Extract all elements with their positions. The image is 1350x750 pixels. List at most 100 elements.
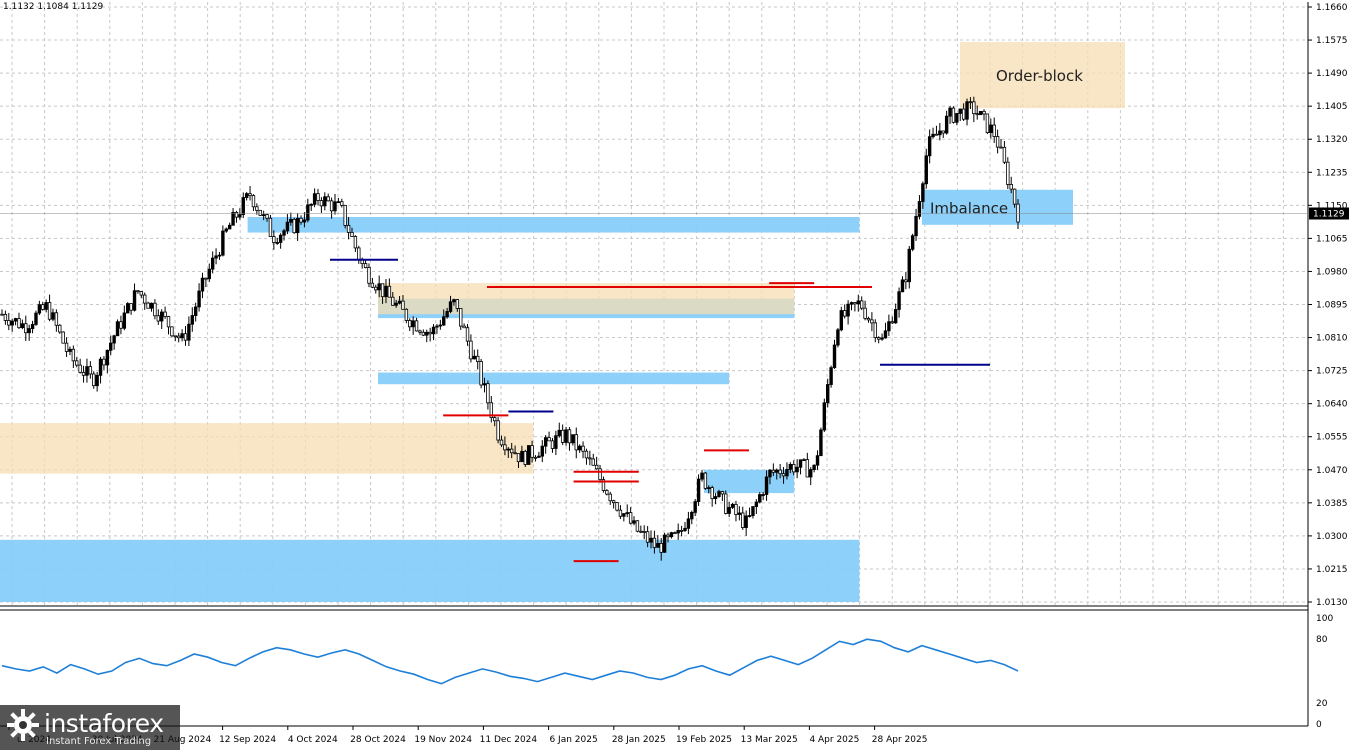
price-tick-label: 1.0640 (1316, 400, 1348, 410)
candle-body (822, 402, 827, 431)
candle-body (509, 448, 514, 454)
candle-body (924, 155, 928, 185)
candle-body (1002, 146, 1007, 163)
candle-body (37, 304, 42, 314)
candle-body (669, 532, 674, 538)
candle-body (802, 459, 806, 461)
candle-body (377, 283, 381, 291)
candle-body (346, 225, 351, 233)
candle-body (907, 248, 911, 283)
candle-body (397, 300, 402, 304)
candle-body (363, 263, 368, 268)
candle-body (809, 469, 813, 478)
candle-body (805, 459, 810, 478)
candle-body (995, 136, 1000, 148)
candle-body (642, 531, 646, 533)
candle-body (472, 355, 477, 360)
candle-body (265, 214, 269, 219)
candle-body (795, 466, 799, 473)
candle-body (255, 206, 259, 211)
candle-body (81, 371, 86, 376)
time-tick-label: 12 Sep 2024 (219, 735, 276, 745)
candle-body (696, 478, 701, 502)
candle-body (543, 437, 548, 447)
ohlc-readout: 1.1132 1.1084 1.1129 (3, 2, 104, 12)
candle-body (357, 247, 361, 260)
candle-body (540, 445, 544, 457)
candle-body (0, 313, 4, 316)
candle-body (550, 440, 555, 449)
candle-body (394, 302, 398, 306)
current-price-badge (1309, 207, 1349, 220)
candle-body (285, 221, 290, 232)
candle-body (187, 323, 191, 341)
candle-body (577, 445, 582, 451)
candle-body (380, 283, 385, 298)
candle-body (17, 318, 21, 329)
candle-body (469, 340, 473, 360)
candle-body (927, 136, 932, 157)
candle-body (78, 364, 82, 373)
candle-body (785, 468, 789, 477)
candle-body (594, 464, 599, 470)
candle-body (149, 302, 154, 309)
candle-body (316, 193, 320, 201)
price-tick-label: 1.1490 (1316, 69, 1348, 79)
candle-body (910, 235, 915, 250)
candle-body (618, 509, 623, 517)
candle-body (890, 321, 894, 324)
candle-body (829, 367, 833, 385)
candle-body (61, 331, 65, 344)
candle-body (180, 333, 184, 339)
candle-body (275, 242, 279, 244)
candle-body (153, 302, 157, 317)
candle-body (289, 218, 293, 223)
candle-body (710, 487, 714, 500)
indicator-tick-label: 0 (1316, 720, 1322, 730)
candle-body (601, 479, 606, 491)
candle-body (605, 490, 609, 495)
candle-body (900, 279, 905, 293)
candle-body (985, 113, 990, 134)
indicator-tick-label: 20 (1316, 699, 1328, 709)
candle-body (54, 312, 59, 326)
candle-body (768, 469, 772, 478)
zone-imbalance (922, 189, 1073, 225)
candle-body (944, 115, 949, 134)
candle-body (176, 335, 181, 339)
candle-body (934, 133, 939, 136)
candle-body (588, 457, 592, 460)
candle-body (425, 331, 429, 336)
time-tick-label: 6 Jan 2025 (549, 735, 597, 745)
candle-body (248, 193, 252, 196)
candle-body (44, 302, 48, 310)
candle-body (207, 268, 211, 280)
candle-body (227, 224, 232, 230)
candle-body (197, 290, 201, 308)
candle-body (278, 234, 283, 243)
candle-body (730, 503, 735, 508)
candle-body (893, 309, 898, 324)
candle-body (965, 101, 969, 120)
candle-body (438, 324, 443, 327)
candle-body (367, 267, 371, 284)
candle-body (880, 337, 884, 340)
candle-body (526, 445, 531, 465)
candle-body (163, 311, 167, 317)
candle-body (455, 299, 460, 309)
time-tick-label: 4 Oct 2024 (288, 735, 338, 745)
instaforex-logo: instaforex Instant Forex Trading (0, 705, 180, 750)
price-tick-label: 1.0555 (1316, 433, 1348, 443)
candle-body (887, 321, 891, 332)
candle-body (632, 520, 636, 524)
candle-body (673, 532, 677, 535)
price-tick-label: 1.1320 (1316, 135, 1348, 145)
candle-body (353, 236, 358, 249)
candle-body (649, 537, 653, 543)
candle-body (764, 476, 769, 495)
candle-body (146, 302, 150, 309)
price-tick-label: 1.0725 (1316, 367, 1348, 377)
candle-body (751, 506, 755, 516)
candle-body (690, 511, 694, 520)
